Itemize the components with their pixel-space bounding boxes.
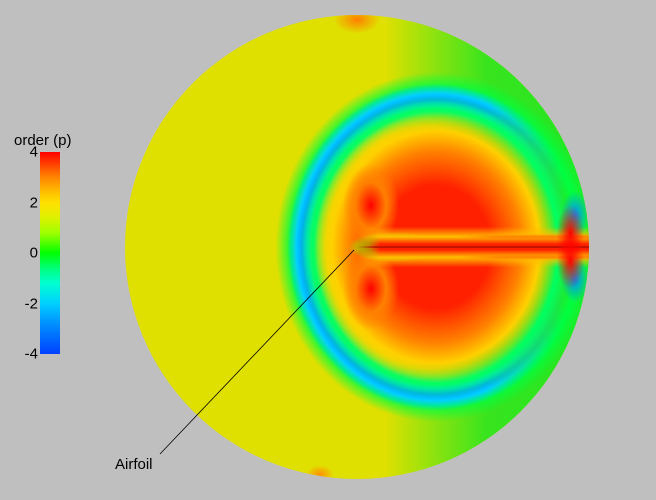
colorbar-bar: [40, 152, 60, 354]
scalar-field-plot: [125, 15, 589, 479]
colorbar-tick: -4: [14, 346, 38, 363]
field-center-green: [125, 15, 589, 479]
colorbar-tick: 2: [14, 194, 38, 211]
colorbar-tick: 4: [14, 144, 38, 161]
figure-root: order (p) 420-2-4 Airfoil: [0, 0, 656, 500]
annotation-label: Airfoil: [115, 456, 153, 473]
colorbar-tick: -2: [14, 295, 38, 312]
colorbar-tick: 0: [14, 245, 38, 262]
